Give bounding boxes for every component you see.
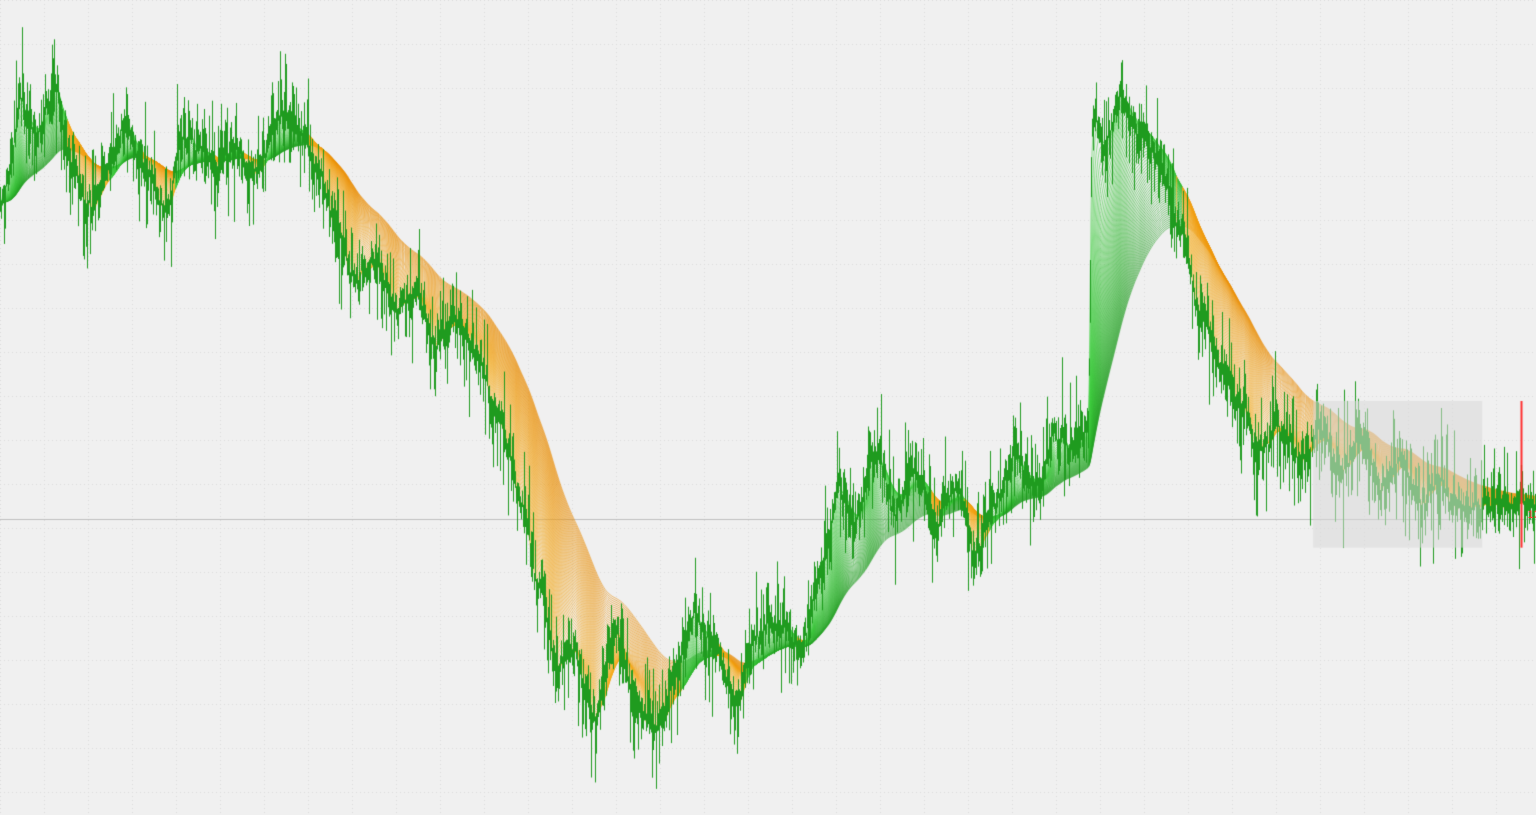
current-price-label: 13.43.54 <box>1525 508 1536 522</box>
ma-ribbon-chart[interactable]: 13.43.54 <box>0 0 1536 815</box>
chart-overlay-layer <box>0 0 1536 815</box>
